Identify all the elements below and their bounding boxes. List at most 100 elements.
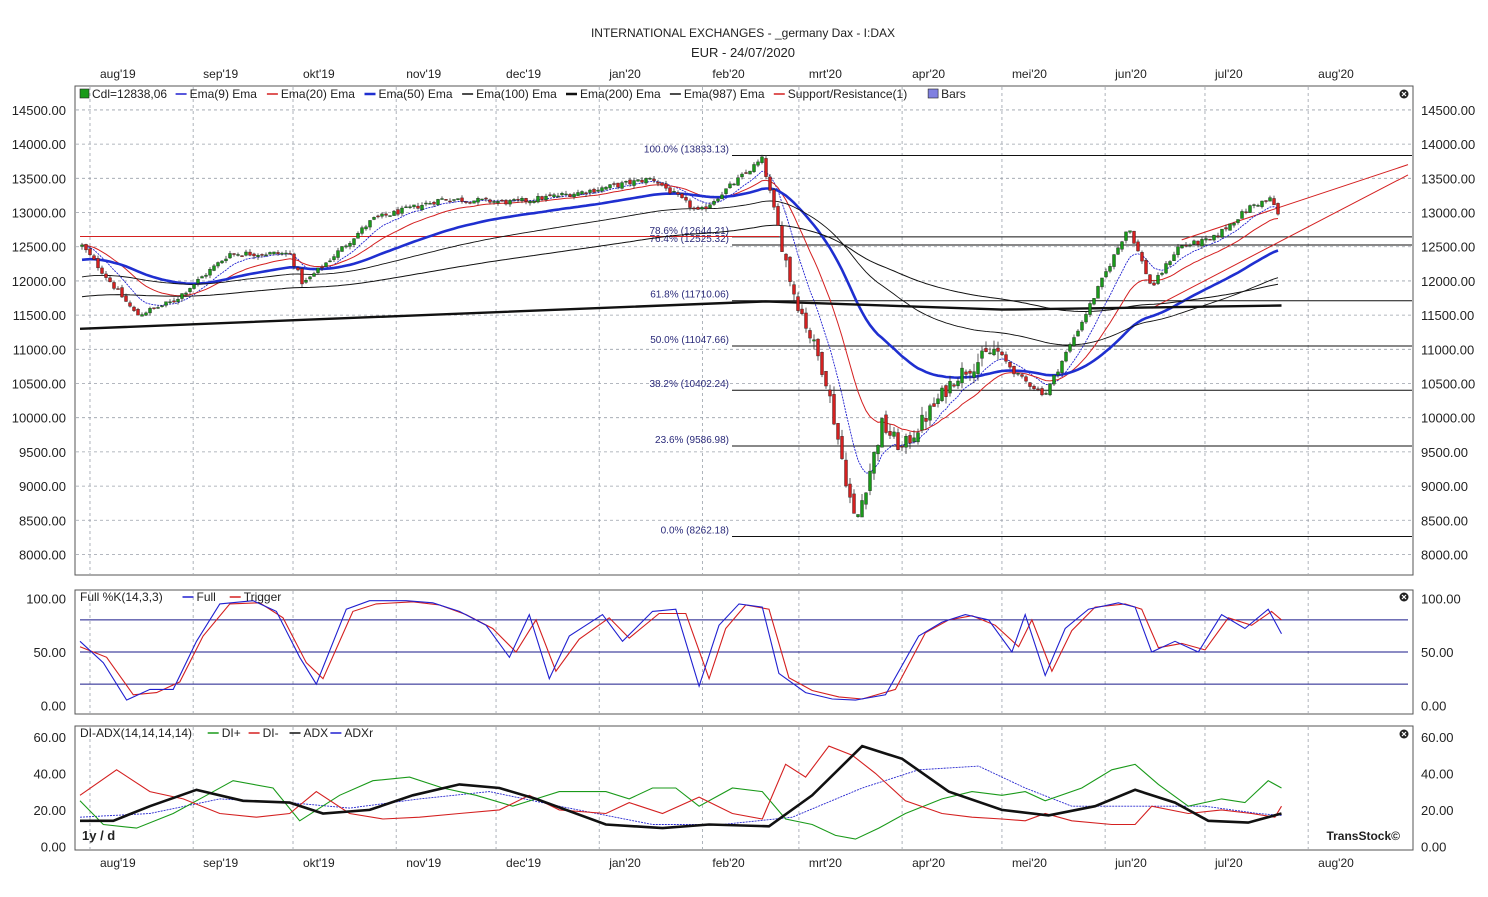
candle-down	[776, 206, 780, 226]
candle-down	[804, 312, 808, 329]
candle-up	[1172, 254, 1176, 261]
candle-up	[1212, 234, 1216, 241]
candle-up	[308, 276, 312, 280]
period-label[interactable]: 1y / d	[82, 828, 115, 843]
legend-label: ADXr	[344, 726, 373, 740]
price-tick-right: 11500.00	[1421, 308, 1474, 323]
price-panel-close-button[interactable]	[1399, 89, 1409, 99]
candle-down	[592, 188, 596, 193]
candle-down	[584, 192, 588, 195]
candle-up	[140, 314, 144, 317]
stochastic-panel-close-button[interactable]	[1399, 592, 1409, 602]
candle-up	[760, 156, 764, 163]
candle-up	[600, 187, 604, 192]
candle-up	[948, 381, 952, 394]
candle-down	[120, 287, 124, 298]
candle-up	[212, 265, 216, 271]
candle-down	[1020, 374, 1024, 377]
candle-up	[712, 201, 716, 205]
candle-up	[1192, 240, 1196, 245]
candle-up	[156, 307, 160, 309]
legend-label: DI+	[222, 726, 241, 740]
candle-up	[936, 398, 940, 405]
watermark: TransStock©	[1326, 829, 1400, 843]
candle-down	[680, 193, 684, 198]
candle-down	[416, 205, 420, 209]
candle-up	[428, 203, 432, 205]
fib-level-label: 38.2% (10402.24)	[649, 379, 729, 390]
legend-label: Ema(9) Ema	[190, 87, 258, 101]
candle-down	[932, 403, 936, 407]
candle-down	[132, 306, 136, 311]
candle-up	[536, 196, 540, 203]
candle-up	[1092, 298, 1096, 305]
di-plus-line	[79, 763, 1282, 840]
candle-up	[904, 435, 908, 448]
candle-down	[296, 267, 300, 271]
candle-up	[180, 293, 184, 299]
candle-down	[384, 213, 388, 216]
candle-up	[980, 350, 984, 359]
candle-up	[512, 199, 516, 201]
candle-down	[1264, 200, 1268, 202]
candle-up	[1064, 351, 1068, 362]
candle-down	[744, 172, 748, 174]
candle-down	[784, 253, 788, 261]
candle-up	[352, 238, 356, 245]
month-label-bottom: jun'20	[1114, 856, 1147, 870]
candle-up	[192, 284, 196, 289]
candle-down	[692, 207, 696, 210]
candle-down	[524, 198, 528, 202]
price-tick-left: 8500.00	[19, 513, 66, 528]
candle-down	[896, 432, 900, 450]
candle-down	[1152, 282, 1156, 286]
candle-down	[116, 288, 120, 290]
candle-up	[1236, 219, 1240, 223]
candle-up	[880, 418, 884, 448]
candle-up	[324, 262, 328, 267]
adx-lines	[79, 744, 1282, 840]
candle-down	[1184, 244, 1188, 247]
month-label-bottom: aug'19	[100, 856, 136, 870]
candle-down	[908, 435, 912, 444]
month-label-top: aug'19	[100, 67, 136, 81]
top-month-labels: aug'19 sep'19 okt'19 nov'19 dec'19 jan'20 feb'…	[100, 67, 1354, 81]
candle-down	[432, 201, 436, 205]
candle-down	[500, 199, 504, 202]
candle-down	[548, 194, 552, 196]
candle-up	[472, 200, 476, 204]
candle-up	[208, 269, 212, 276]
candle-down	[292, 253, 296, 267]
candle-up	[520, 197, 524, 202]
ema20-line	[81, 179, 1279, 433]
adx-panel-close-button[interactable]	[1399, 729, 1409, 739]
month-label-top: aug'20	[1318, 67, 1354, 81]
price-tick-right: 8000.00	[1421, 547, 1468, 562]
month-label-top: feb'20	[712, 67, 745, 81]
candle-down	[172, 300, 176, 303]
candle-up	[380, 213, 384, 217]
candle-up	[1204, 238, 1208, 241]
candle-up	[1228, 223, 1232, 231]
candle-down	[108, 277, 112, 283]
candle-up	[1232, 222, 1236, 226]
month-label-bottom: apr'20	[912, 856, 945, 870]
candle-up	[528, 200, 532, 204]
candle-up	[176, 298, 180, 302]
price-tick-left: 12500.00	[12, 240, 66, 255]
month-label-bottom: nov'19	[406, 856, 441, 870]
candle-up	[756, 161, 760, 166]
candle-down	[824, 371, 828, 387]
adx-tick-left: 20.00	[33, 803, 66, 818]
price-tick-right: 14000.00	[1421, 137, 1475, 152]
candle-up	[480, 198, 484, 201]
candle-down	[128, 302, 132, 307]
candle-up	[732, 183, 736, 186]
candle-up	[648, 178, 652, 180]
month-label-bottom: mrt'20	[809, 856, 842, 870]
candle-up	[508, 200, 512, 205]
full-k-line	[79, 600, 1282, 701]
month-label-bottom: jan'20	[608, 856, 641, 870]
candle-down	[376, 215, 380, 218]
candle-up	[868, 470, 872, 491]
